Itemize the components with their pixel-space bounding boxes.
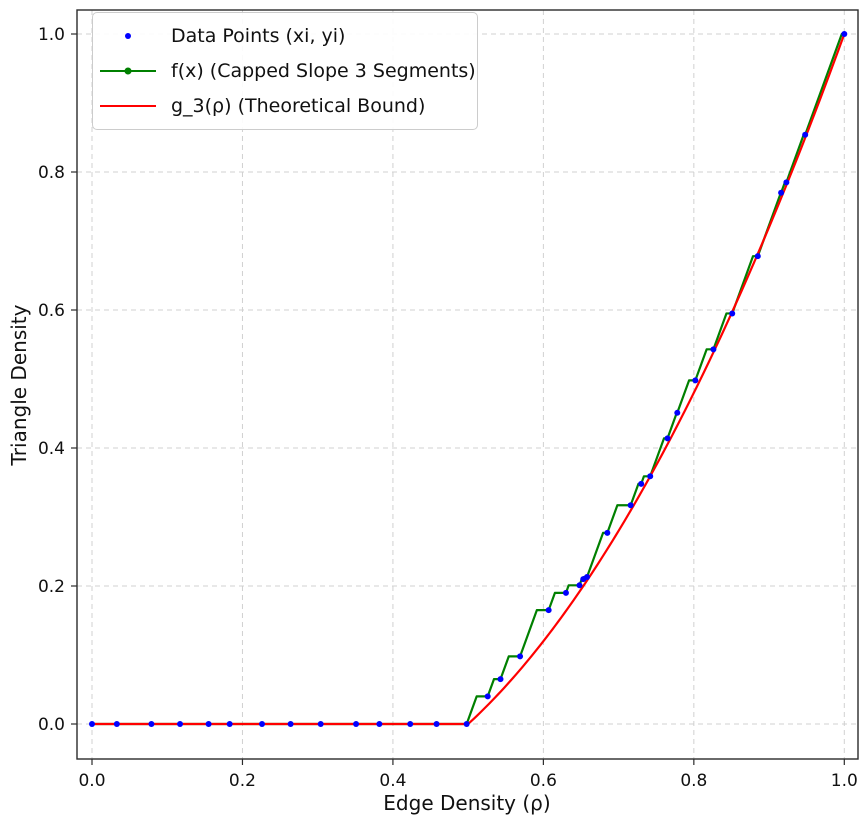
y-tick-label: 0.6 (38, 301, 65, 321)
data-point (841, 31, 848, 37)
y-tick-label: 1.0 (38, 25, 65, 45)
legend-label: Data Points (xi, yi) (171, 25, 346, 48)
y-tick-label: 0.4 (38, 439, 65, 459)
data-point (287, 721, 294, 727)
x-tick-label: 0.4 (379, 771, 406, 791)
data-point (692, 377, 699, 384)
scatter-marker-icon (99, 19, 157, 53)
legend-item-2: g_3(ρ) (Theoretical Bound) (99, 89, 463, 123)
y-axis-label: Triangle Density (7, 304, 31, 466)
data-point (545, 607, 552, 614)
legend-item-0: Data Points (xi, yi) (99, 19, 463, 53)
data-point (647, 473, 654, 480)
data-point (433, 721, 440, 727)
legend-item-1: f(x) (Capped Slope 3 Segments) (99, 54, 476, 88)
data-point (497, 676, 504, 683)
legend-label: f(x) (Capped Slope 3 Segments) (171, 59, 476, 82)
theoretical-bound-curve (92, 33, 846, 726)
data-point (113, 721, 120, 727)
data-point (627, 502, 634, 509)
f-capped-slope-curve (92, 32, 845, 726)
data-point (353, 721, 360, 727)
data-point (259, 721, 266, 727)
legend: Data Points (xi, yi) f(x) (Capped Slope 3… (92, 12, 478, 130)
data-point (407, 721, 414, 727)
data-point (754, 253, 761, 260)
x-tick-label: 0.8 (680, 771, 707, 791)
line-icon (99, 89, 157, 123)
data-points (89, 31, 848, 727)
data-point (576, 582, 583, 589)
x-tick-label: 0.6 (530, 771, 557, 791)
y-tick-label: 0.0 (38, 715, 65, 735)
data-point (783, 179, 790, 186)
data-point (517, 653, 524, 660)
tick-marks (71, 33, 845, 765)
y-tick-label: 0.8 (38, 163, 65, 183)
data-point (604, 529, 611, 536)
data-point (226, 721, 233, 727)
data-point (317, 721, 324, 727)
data-point (802, 131, 809, 138)
data-point (710, 346, 717, 353)
data-point (148, 721, 155, 727)
data-point (376, 721, 383, 727)
legend-label: g_3(ρ) (Theoretical Bound) (171, 94, 426, 117)
plot-frame (76, 9, 859, 760)
x-tick-label: 1.0 (831, 771, 858, 791)
x-tick-label: 0.0 (78, 771, 105, 791)
tick-labels: 0.0 0.2 0.4 0.6 0.8 1.0 0.0 0.2 0.4 0.6 0.8 1.0 (38, 25, 858, 791)
x-axis-label: Edge Density (ρ) (383, 791, 550, 815)
data-point (89, 721, 95, 727)
data-point (729, 310, 736, 317)
legend-dot-swatch (124, 67, 132, 75)
data-point (484, 693, 491, 700)
data-point (638, 480, 645, 487)
data-point (664, 435, 671, 442)
data-point (562, 589, 569, 596)
data-point (463, 721, 470, 727)
data-point (177, 721, 184, 727)
y-tick-label: 0.2 (38, 577, 65, 597)
data-point (674, 409, 681, 416)
legend-line-swatch (100, 104, 156, 107)
legend-dot-swatch (125, 33, 131, 40)
x-tick-label: 0.2 (229, 771, 256, 791)
data-point (205, 721, 212, 727)
curves (92, 32, 846, 726)
line-with-marker-icon (99, 54, 157, 88)
data-point (778, 189, 785, 196)
data-point (584, 574, 591, 581)
